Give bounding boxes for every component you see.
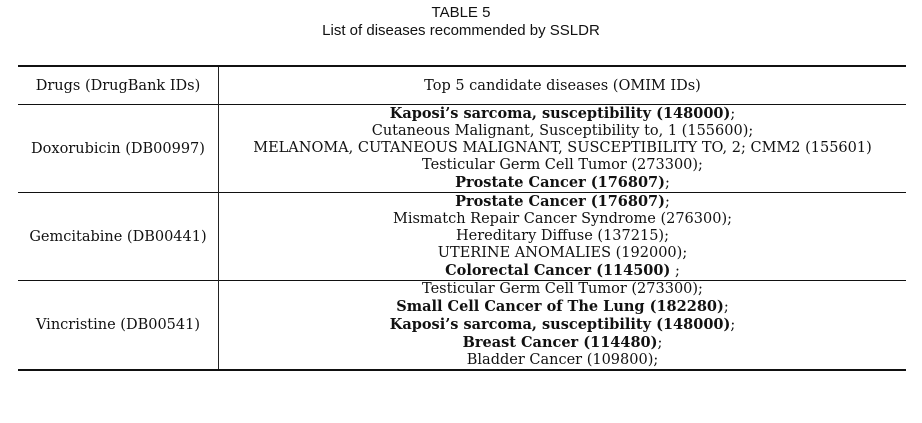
disease-entry: UTERINE ANOMALIES (192000); [437, 245, 688, 261]
diseases-cell: Testicular Germ Cell Tumor (273300); Sma… [218, 280, 906, 371]
disease-entry: Kaposi’s sarcoma, susceptibility (148000… [389, 316, 736, 333]
drug-cell: Doxorubicin (DB00997) [18, 104, 219, 193]
disease-entry: Hereditary Diffuse (137215); [456, 228, 669, 244]
disease-entry: Colorectal Cancer (114500) ; [445, 262, 680, 279]
diseases-cell: Kaposi’s sarcoma, susceptibility (148000… [218, 104, 906, 193]
table-title: List of diseases recommended by SSLDR [322, 22, 600, 39]
drug-cell: Gemcitabine (DB00441) [18, 192, 219, 281]
table-header-row: Drugs (DrugBank IDs) Top 5 candidate dis… [18, 65, 906, 105]
disease-entry: Bladder Cancer (109800); [466, 352, 659, 368]
diseases-table: Drugs (DrugBank IDs) Top 5 candidate dis… [18, 65, 906, 371]
table-label: TABLE 5 [431, 4, 491, 21]
diseases-cell: Prostate Cancer (176807); Mismatch Repai… [218, 192, 906, 281]
disease-entry: Prostate Cancer (176807); [455, 174, 670, 191]
table-row: Doxorubicin (DB00997) Kaposi’s sarcoma, … [18, 104, 906, 193]
table-row: Vincristine (DB00541) Testicular Germ Ce… [18, 280, 906, 371]
disease-entry: Kaposi’s sarcoma, susceptibility (148000… [389, 105, 736, 122]
disease-entry: Breast Cancer (114480); [462, 334, 663, 351]
disease-entry: MELANOMA, CUTANEOUS MALIGNANT, SUSCEPTIB… [253, 140, 872, 156]
header-diseases: Top 5 candidate diseases (OMIM IDs) [218, 65, 906, 105]
disease-entry: Prostate Cancer (176807); [455, 193, 670, 210]
disease-entry: Cutaneous Malignant, Susceptibility to, … [371, 123, 754, 139]
header-drugs: Drugs (DrugBank IDs) [18, 65, 219, 105]
drug-cell: Vincristine (DB00541) [18, 280, 219, 371]
disease-entry: Mismatch Repair Cancer Syndrome (276300)… [392, 211, 733, 227]
disease-entry: Small Cell Cancer of The Lung (182280); [396, 298, 729, 315]
table-row: Gemcitabine (DB00441) Prostate Cancer (1… [18, 192, 906, 281]
disease-entry: Testicular Germ Cell Tumor (273300); [422, 157, 703, 173]
disease-entry: Testicular Germ Cell Tumor (273300); [422, 281, 703, 297]
